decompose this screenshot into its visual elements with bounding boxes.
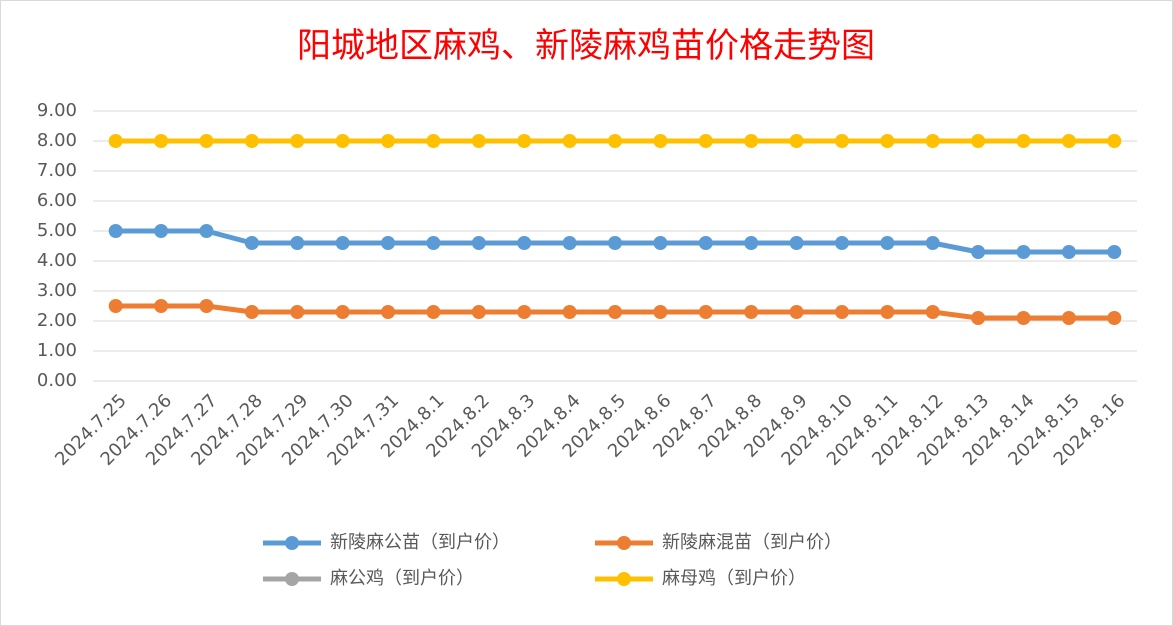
point: [1016, 134, 1031, 148]
point: [381, 305, 396, 319]
legend-marker: [285, 572, 299, 586]
point: [290, 134, 305, 148]
y-tick-label: 0.00: [37, 370, 77, 391]
point: [154, 299, 169, 313]
point: [199, 224, 214, 238]
point: [789, 236, 804, 250]
point: [1107, 245, 1122, 259]
point: [608, 236, 622, 250]
point: [971, 311, 986, 325]
y-tick-label: 3.00: [37, 280, 77, 301]
point: [1061, 245, 1076, 259]
point: [971, 134, 986, 148]
point: [199, 299, 214, 313]
point: [1016, 245, 1031, 259]
point: [925, 305, 940, 319]
legend-label: 麻公鸡（到户价）: [330, 568, 474, 589]
point: [562, 305, 577, 319]
point: [426, 305, 441, 319]
y-tick-label: 1.00: [37, 340, 77, 361]
point: [653, 236, 668, 250]
y-tick-label: 6.00: [37, 190, 77, 211]
legend-label: 新陵麻混苗（到户价）: [662, 532, 842, 553]
point: [1107, 311, 1122, 325]
point: [880, 236, 895, 250]
point: [517, 305, 532, 319]
point: [971, 245, 986, 259]
point: [108, 134, 123, 148]
point: [154, 134, 169, 148]
point: [744, 236, 759, 250]
point: [335, 236, 350, 250]
point: [517, 236, 532, 250]
point: [290, 305, 305, 319]
y-tick-label: 8.00: [37, 130, 77, 151]
legend-label: 新陵麻公苗（到户价）: [330, 532, 510, 553]
point: [154, 224, 169, 238]
point: [834, 134, 849, 148]
point: [426, 134, 441, 148]
y-tick-label: 9.00: [37, 100, 77, 121]
point: [517, 134, 532, 148]
point: [108, 299, 123, 313]
point: [335, 305, 350, 319]
point: [199, 134, 214, 148]
point: [471, 134, 486, 148]
point: [925, 236, 940, 250]
y-tick-label: 7.00: [37, 160, 77, 181]
point: [698, 305, 713, 319]
point: [244, 305, 259, 319]
chart-title: 阳城地区麻鸡、新陵麻鸡苗价格走势图: [297, 26, 875, 66]
point: [1061, 134, 1076, 148]
point: [653, 134, 668, 148]
point: [244, 236, 259, 250]
point: [381, 134, 396, 148]
point: [562, 134, 577, 148]
point: [608, 305, 622, 319]
point: [789, 134, 804, 148]
legend-marker: [617, 572, 631, 586]
legend-marker: [285, 536, 299, 550]
point: [471, 236, 486, 250]
y-tick-label: 4.00: [37, 250, 77, 271]
point: [744, 305, 759, 319]
y-tick-label: 5.00: [37, 220, 77, 241]
point: [834, 305, 849, 319]
legend-marker: [617, 536, 631, 550]
point: [1061, 311, 1076, 325]
point: [653, 305, 668, 319]
point: [834, 236, 849, 250]
point: [426, 236, 441, 250]
point: [108, 224, 123, 238]
point: [290, 236, 305, 250]
point: [698, 134, 713, 148]
point: [244, 134, 259, 148]
point: [1107, 134, 1122, 148]
point: [335, 134, 350, 148]
point: [789, 305, 804, 319]
point: [471, 305, 486, 319]
point: [562, 236, 577, 250]
legend-label: 麻母鸡（到户价）: [662, 568, 806, 589]
point: [880, 134, 895, 148]
point: [608, 134, 622, 148]
point: [381, 236, 396, 250]
point: [1016, 311, 1031, 325]
point: [744, 134, 759, 148]
point: [925, 134, 940, 148]
point: [880, 305, 895, 319]
point: [698, 236, 713, 250]
y-tick-label: 2.00: [37, 310, 77, 331]
